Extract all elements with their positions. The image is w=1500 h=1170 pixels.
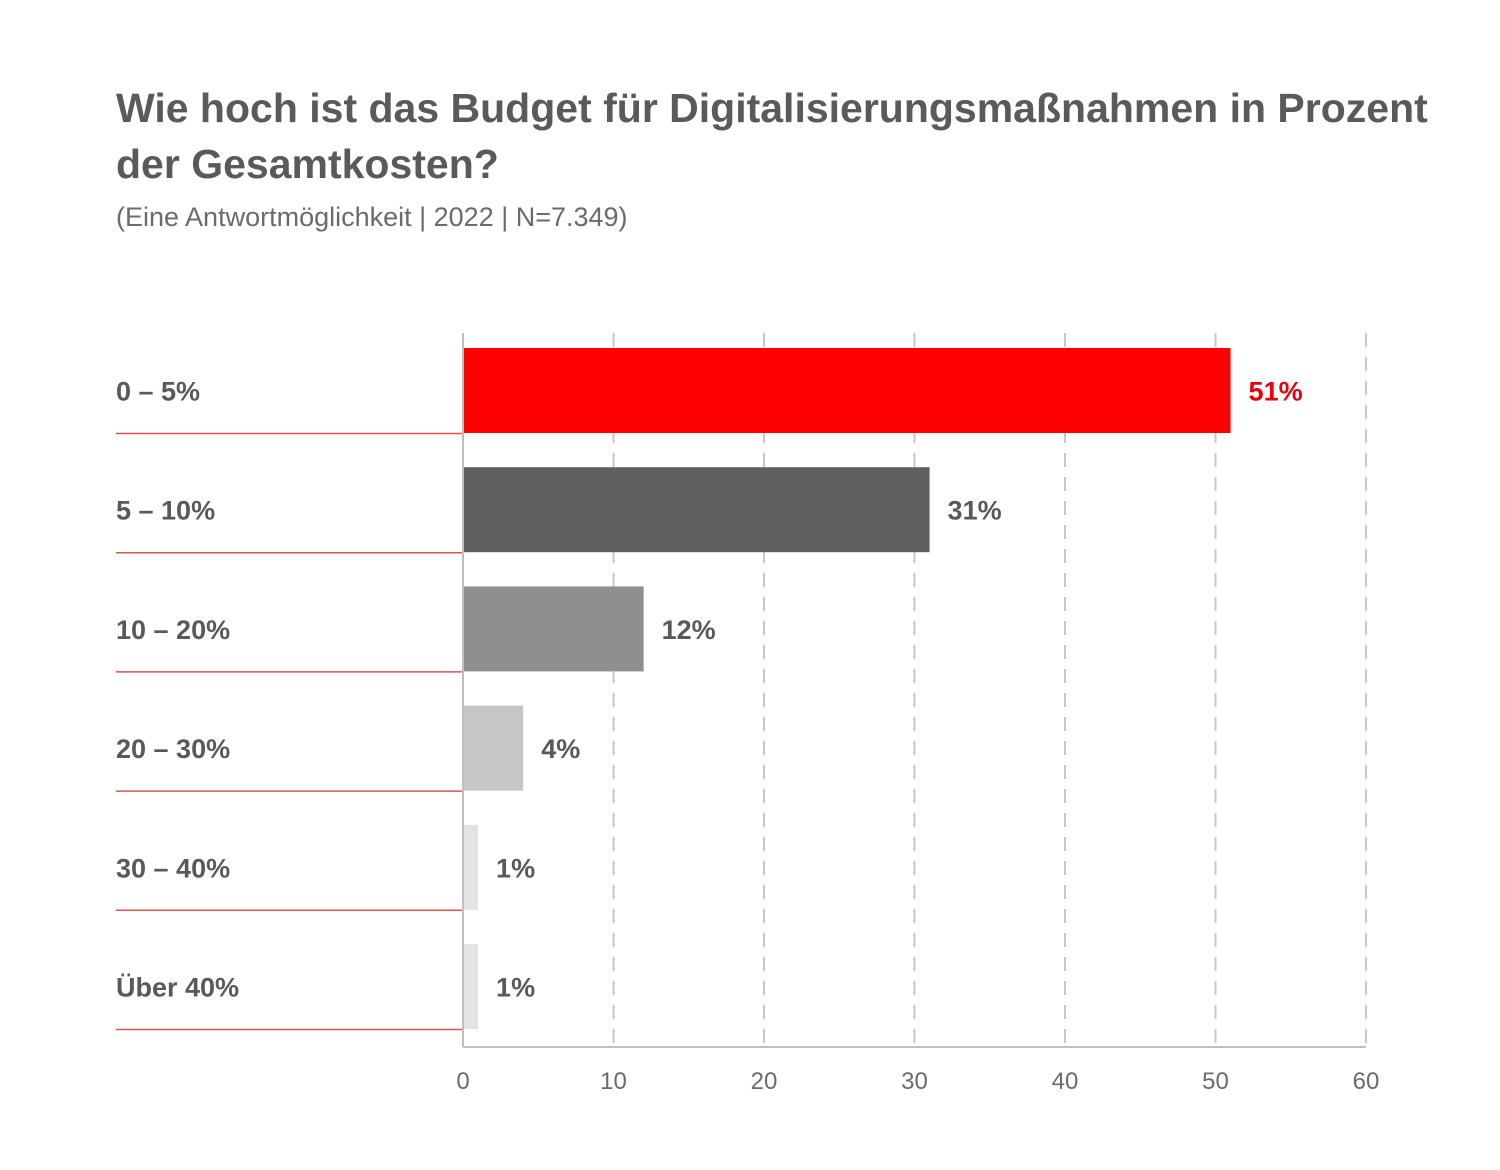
category-label-4: 30 – 40% (116, 853, 230, 883)
category-label-2: 10 – 20% (116, 615, 230, 645)
x-tick-label-0: 0 (456, 1068, 469, 1095)
value-label-5: 1% (496, 973, 535, 1003)
category-label-3: 20 – 30% (116, 734, 230, 764)
value-label-3: 4% (541, 734, 580, 764)
bar-2 (463, 586, 644, 672)
x-tick-label-10: 10 (600, 1068, 627, 1095)
value-label-2: 12% (662, 615, 716, 645)
value-label-1: 31% (948, 496, 1002, 526)
bar-layer (463, 348, 1231, 1029)
category-label-5: Über 40% (116, 973, 239, 1003)
bar-4 (463, 824, 479, 910)
bar-5 (463, 944, 479, 1029)
x-tick-label-30: 30 (901, 1068, 928, 1095)
x-tick-label-40: 40 (1052, 1068, 1079, 1095)
bar-1 (463, 467, 930, 553)
label-layer: 0 – 5% 51% 5 – 10% 31% 10 – 20% 12% 20 – 30% 4%… (116, 377, 1303, 1031)
grid-layer (612, 333, 1367, 1047)
bar-3 (463, 705, 524, 791)
x-tick-label-50: 50 (1202, 1068, 1229, 1095)
value-label-4: 1% (496, 853, 535, 883)
value-label-0: 51% (1249, 377, 1303, 407)
category-label-1: 5 – 10% (116, 496, 215, 526)
axis-layer: 0 10 20 30 40 50 60 (456, 333, 1379, 1095)
x-tick-label-20: 20 (751, 1068, 778, 1095)
bar-0 (463, 348, 1231, 433)
x-tick-label-60: 60 (1353, 1068, 1380, 1095)
category-label-0: 0 – 5% (116, 377, 200, 407)
chart-title: Wie hoch ist das Budget für Digitalisier… (116, 85, 1428, 187)
chart-subtitle: (Eine Antwortmöglichkeit | 2022 | N=7.34… (116, 202, 628, 232)
